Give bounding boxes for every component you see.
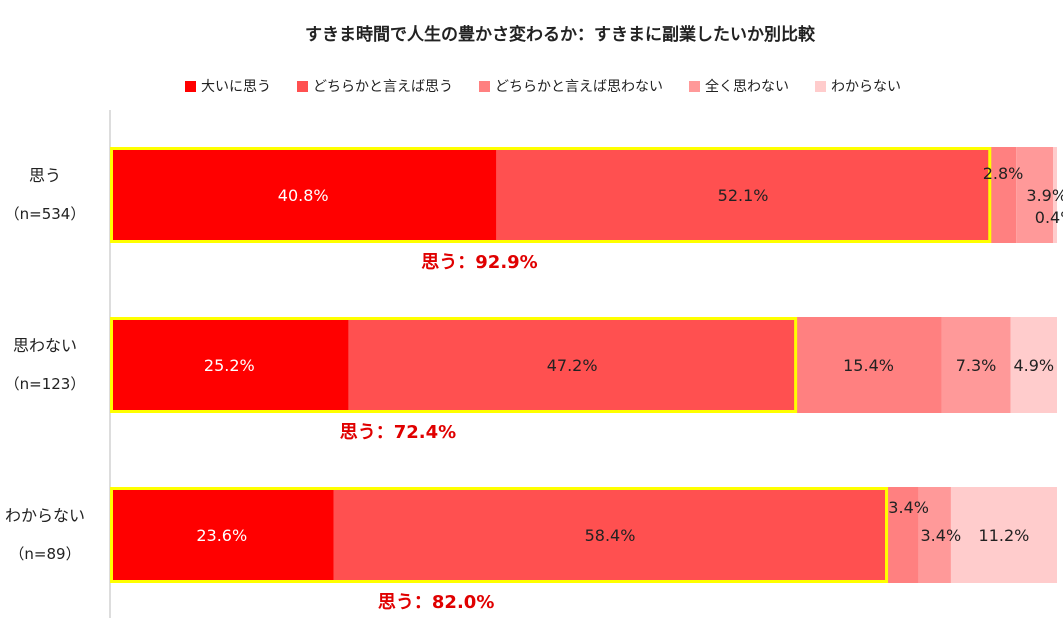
value-label: 7.3% xyxy=(956,356,997,375)
value-label: 3.4% xyxy=(888,498,929,517)
bar-segment xyxy=(1010,317,1057,413)
value-label: 4.9% xyxy=(1013,356,1054,375)
legend-label: どちらかと言えば思う xyxy=(313,79,453,95)
category-n-label: （n=123） xyxy=(5,375,86,393)
value-label: 3.9% xyxy=(1026,186,1063,205)
legend-swatch xyxy=(689,80,700,92)
legend-swatch xyxy=(479,80,490,92)
subtotal-annotation: 思う：82.0% xyxy=(378,592,494,613)
bar-segment xyxy=(886,487,919,583)
bar-segment xyxy=(918,487,951,583)
highlight-box xyxy=(110,487,889,583)
legend-item-3: どちらかと言えば思わない xyxy=(479,76,663,96)
bar-segment xyxy=(110,147,497,243)
category-n-label: （n=534） xyxy=(5,205,86,223)
bar-segment xyxy=(348,317,796,413)
value-label: 15.4% xyxy=(843,356,894,375)
bar-segment xyxy=(110,487,334,583)
value-label: 0.4% xyxy=(1035,208,1063,227)
legend-item-1: 大いに思う xyxy=(185,76,271,96)
category-label: わからない xyxy=(5,506,85,525)
chart-legend: 大いに思う どちらかと言えば思う どちらかと言えば思わない 全く思わない わからない xyxy=(185,76,927,96)
legend-item-4: 全く思わない xyxy=(689,76,789,96)
highlight-box xyxy=(110,317,798,413)
subtotal-annotation: 思う：72.4% xyxy=(340,422,456,443)
value-label: 11.2% xyxy=(979,526,1030,545)
bar-segment xyxy=(496,147,990,243)
legend-swatch xyxy=(297,80,308,92)
legend-swatch xyxy=(815,80,826,92)
bar-segment xyxy=(941,317,1011,413)
legend-item-2: どちらかと言えば思う xyxy=(297,76,453,96)
highlight-box xyxy=(110,147,992,243)
bar-segment xyxy=(1016,147,1054,243)
category-n-label: （n=89） xyxy=(9,545,80,563)
bar-segment xyxy=(795,317,942,413)
value-label: 47.2% xyxy=(547,356,598,375)
legend-label: わからない xyxy=(831,79,901,95)
bar-segment xyxy=(1053,147,1057,243)
value-label: 52.1% xyxy=(718,186,769,205)
chart-title: すきま時間で人生の豊かさ変わるか：すきまに副業したいか別比較 xyxy=(305,25,815,45)
bar-segment xyxy=(950,487,1057,583)
legend-item-5: わからない xyxy=(815,76,901,96)
value-label: 23.6% xyxy=(196,526,247,545)
value-label: 2.8% xyxy=(983,164,1024,183)
value-label: 25.2% xyxy=(204,356,255,375)
value-label: 58.4% xyxy=(585,526,636,545)
legend-swatch xyxy=(185,80,196,92)
category-label: 思う xyxy=(29,166,61,185)
legend-label: どちらかと言えば思わない xyxy=(495,79,663,95)
legend-label: 全く思わない xyxy=(705,79,789,95)
subtotal-annotation: 思う：92.9% xyxy=(421,252,537,273)
value-label: 3.4% xyxy=(921,526,962,545)
value-label: 40.8% xyxy=(278,186,329,205)
category-label: 思わない xyxy=(13,336,77,355)
bar-segment xyxy=(333,487,887,583)
legend-label: 大いに思う xyxy=(201,79,271,95)
bar-segment xyxy=(110,317,349,413)
bar-segment xyxy=(989,147,1017,243)
